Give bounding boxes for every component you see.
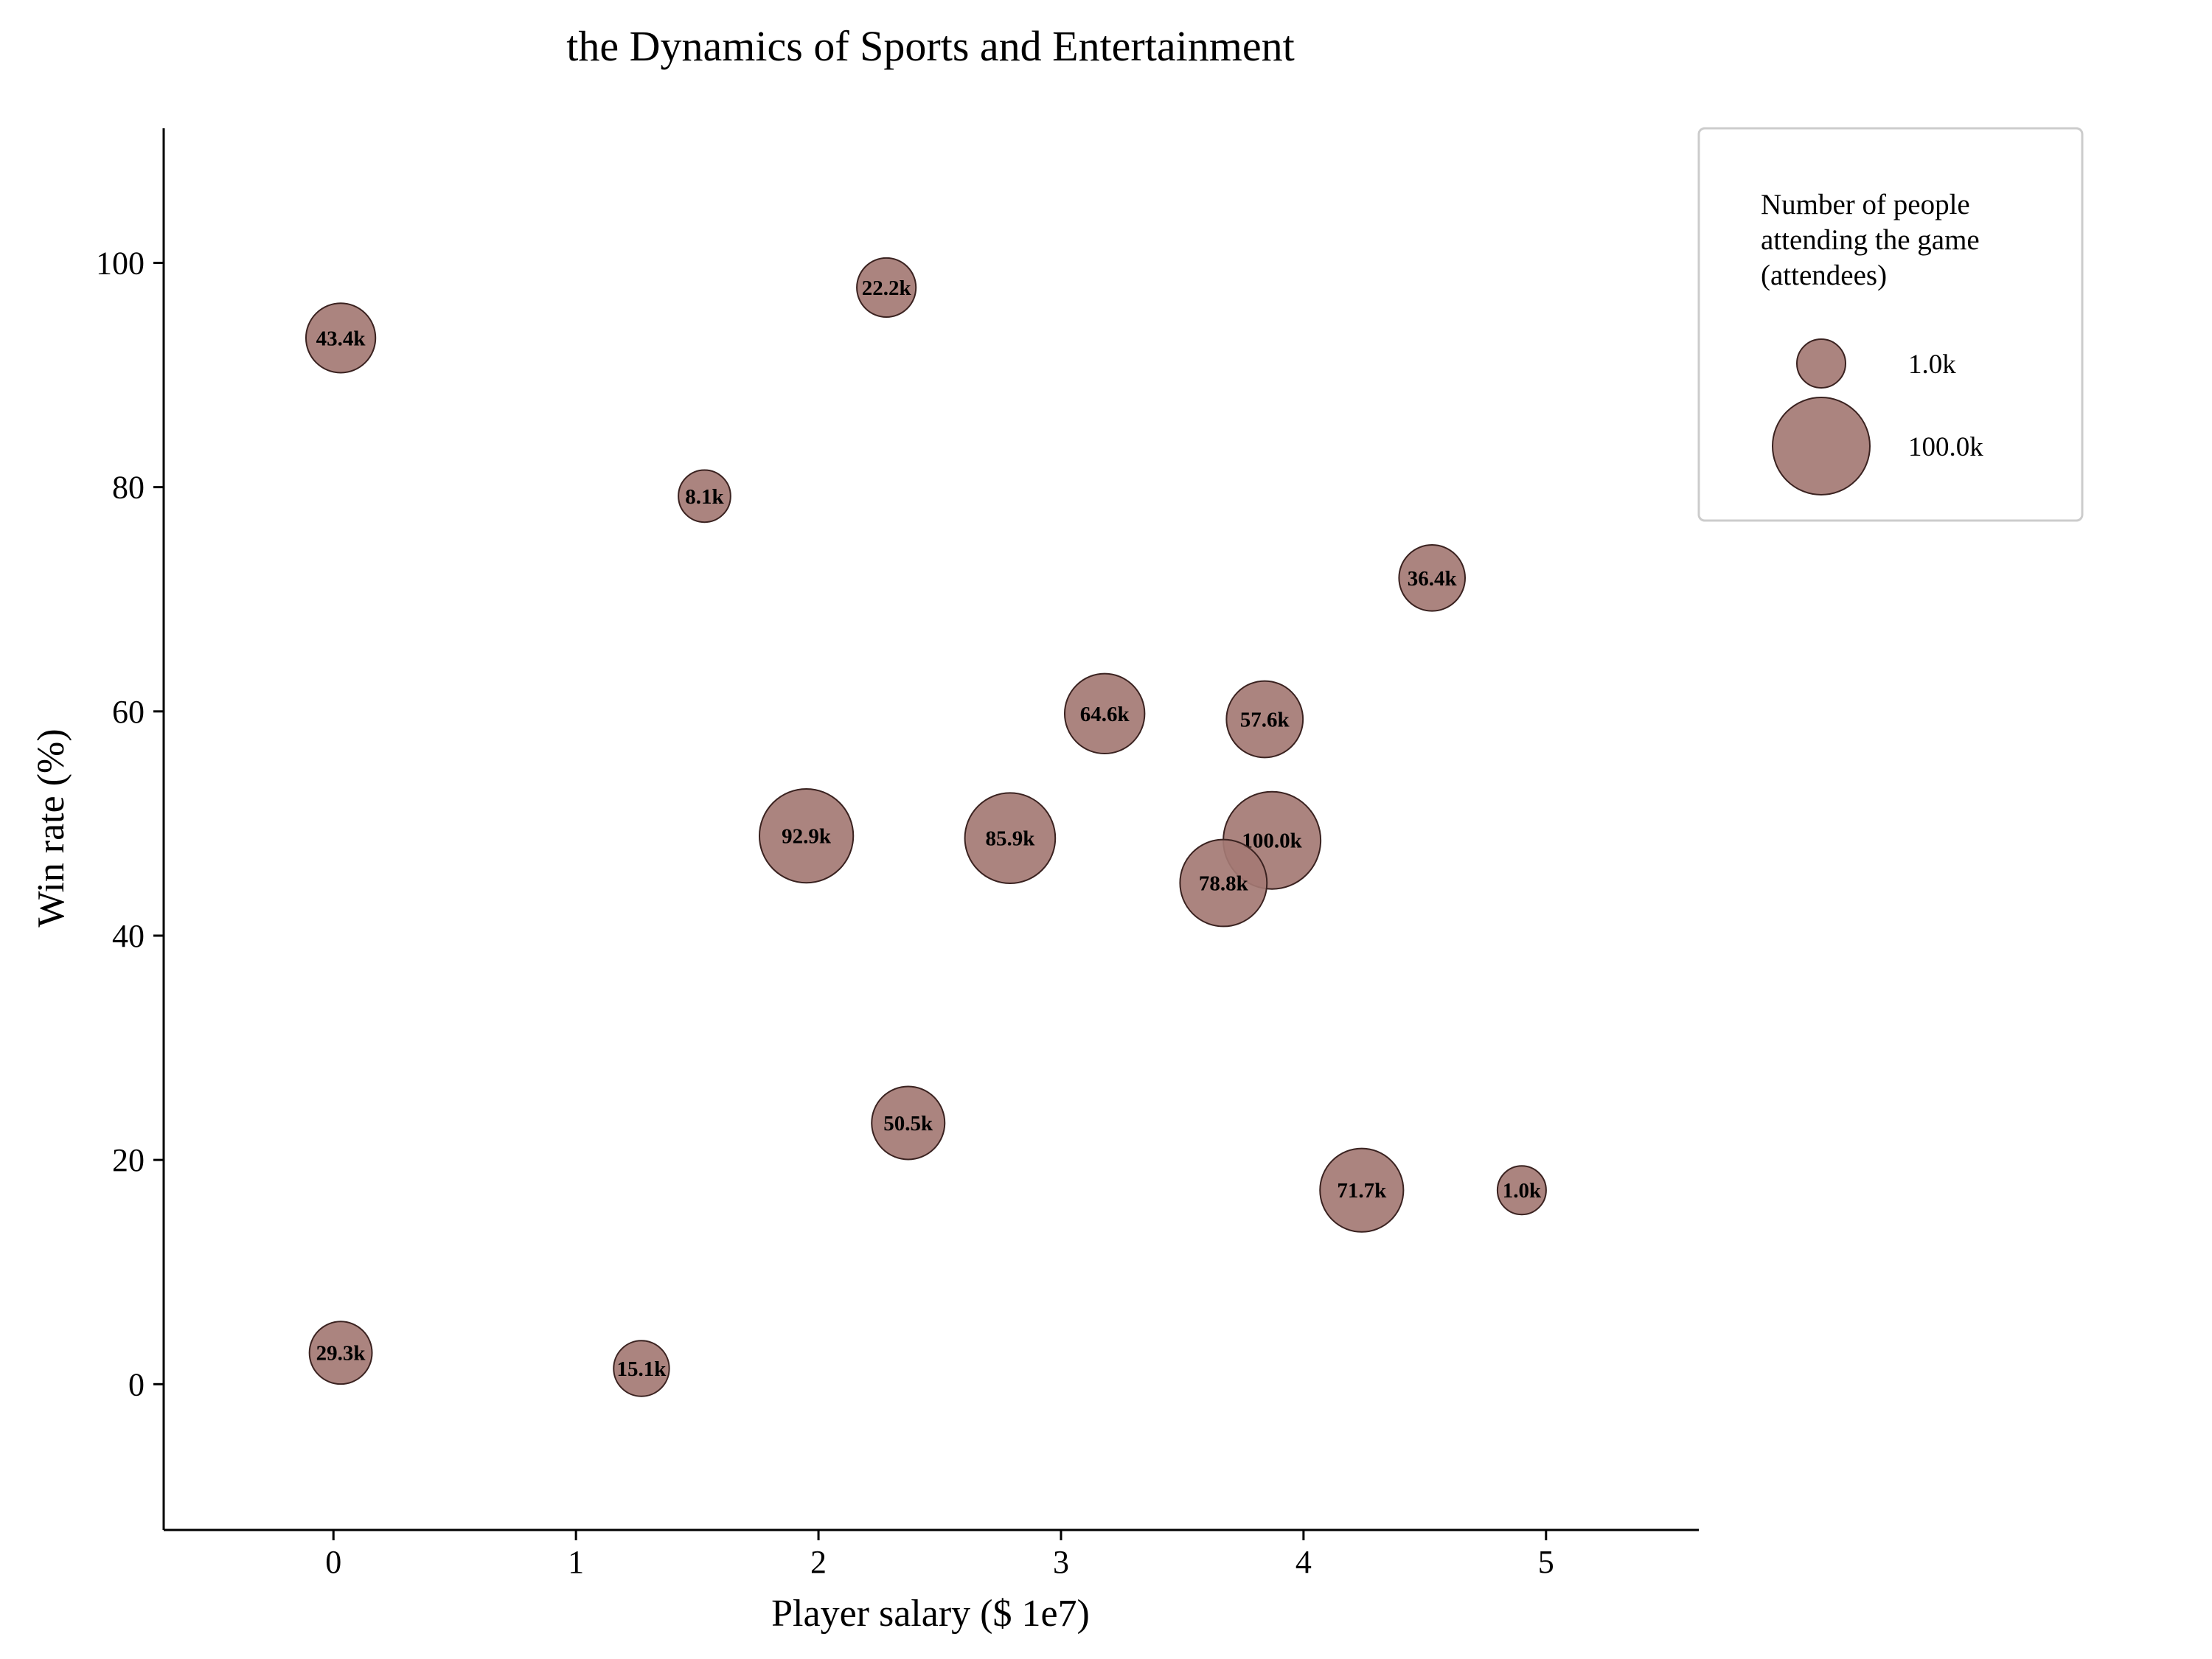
- legend-bubble: [1772, 397, 1871, 495]
- bubble-label: 50.5k: [883, 1112, 933, 1135]
- bubble-point: 36.4k: [1398, 544, 1466, 612]
- legend-title-line-1: Number of people: [1761, 189, 1970, 220]
- x-tick-label: 0: [325, 1544, 341, 1580]
- bubble: [1496, 1165, 1547, 1216]
- x-tick-label: 2: [810, 1544, 827, 1580]
- bubble: [305, 302, 377, 374]
- bubble-point: 50.5k: [871, 1085, 946, 1161]
- chart-title: the Dynamics of Sports and Entertainment: [566, 22, 1294, 70]
- legend: Number of people attending the game (att…: [1697, 127, 2084, 522]
- x-tick-label: 1: [568, 1544, 584, 1580]
- bubble-point: 92.9k: [758, 787, 855, 884]
- x-tick-label: 5: [1538, 1544, 1554, 1580]
- bubble-label: 100.0k: [1242, 830, 1302, 853]
- bubble-label: 8.1k: [685, 485, 724, 509]
- legend-title-line-3: (attendees): [1761, 260, 1887, 291]
- bubble: [308, 1321, 373, 1385]
- bubble-point: 15.1k: [613, 1340, 670, 1397]
- legend-entry: 100.0k: [1772, 397, 1983, 495]
- bubble: [871, 1085, 946, 1161]
- y-tick-label: 100: [96, 245, 145, 281]
- bubble-label: 36.4k: [1408, 567, 1458, 591]
- bubble-label: 29.3k: [316, 1342, 366, 1366]
- y-tick-label: 40: [112, 918, 145, 954]
- legend-entry-label: 1.0k: [1908, 349, 1956, 380]
- y-axis-label: Win rate (%): [30, 728, 72, 927]
- legend-title-line-2: attending the game: [1761, 224, 1980, 256]
- bubble: [1225, 680, 1304, 759]
- bubble-label: 71.7k: [1337, 1179, 1387, 1203]
- bubble-point: 85.9k: [964, 792, 1057, 884]
- bubble-point: 29.3k: [308, 1321, 373, 1385]
- bubble: [1398, 544, 1466, 612]
- axes: 0 1 2 3 4 5 0 20 40 60 80 100: [96, 128, 1699, 1580]
- x-axis-label: Player salary ($ 1e7): [771, 1593, 1090, 1635]
- y-tick-label: 80: [112, 470, 145, 506]
- bubble-label: 92.9k: [782, 825, 832, 849]
- bubble-label: 78.8k: [1199, 872, 1249, 895]
- y-tick-label: 20: [112, 1142, 145, 1178]
- bubbles: 43.4k 22.2k 8.1k 36.4k 64.6k 57.6k 92.9k 85.9k 1…: [305, 257, 1547, 1397]
- bubble: [758, 787, 855, 884]
- bubble-label: 57.6k: [1240, 708, 1290, 731]
- bubble-point: 22.2k: [856, 257, 917, 319]
- bubble-point: 43.4k: [305, 302, 377, 374]
- x-tick-label: 3: [1053, 1544, 1069, 1580]
- legend-entry-label: 100.0k: [1908, 432, 1983, 462]
- bubble: [1319, 1147, 1405, 1233]
- bubble: [678, 469, 731, 524]
- y-tick-label: 60: [112, 694, 145, 730]
- bubble: [856, 257, 917, 319]
- legend-title: Number of people attending the game (att…: [1761, 189, 1986, 291]
- bubble-point: 64.6k: [1063, 672, 1146, 755]
- legend-bubble: [1796, 338, 1846, 389]
- bubble: [613, 1340, 670, 1397]
- bubble-label: 64.6k: [1080, 703, 1130, 726]
- bubble-label: 85.9k: [985, 827, 1035, 851]
- y-tick-label: 0: [128, 1366, 145, 1402]
- bubble-label: 22.2k: [862, 276, 912, 300]
- bubble: [1179, 838, 1268, 928]
- bubble-point: 78.8k: [1179, 838, 1268, 928]
- bubble-label: 15.1k: [617, 1357, 667, 1381]
- bubble: [964, 792, 1057, 884]
- x-tick-label: 4: [1295, 1544, 1312, 1580]
- bubble-point: 8.1k: [678, 469, 731, 524]
- bubble: [1063, 672, 1146, 755]
- bubble-label: 1.0k: [1503, 1179, 1542, 1203]
- bubble-point: 71.7k: [1319, 1147, 1405, 1233]
- bubble-point: 57.6k: [1225, 680, 1304, 759]
- legend-frame: [1697, 127, 2084, 522]
- legend-entries: 1.0k 100.0k: [1772, 338, 1983, 495]
- bubble-label: 43.4k: [316, 327, 366, 350]
- legend-entry: 1.0k: [1796, 338, 1956, 389]
- bubble-point: 1.0k: [1496, 1165, 1547, 1216]
